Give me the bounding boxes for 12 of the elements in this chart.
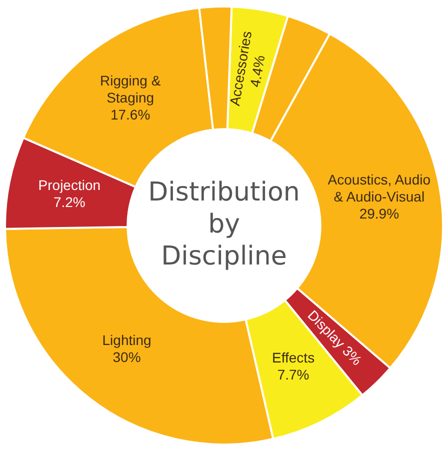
slice-label: Lighting bbox=[102, 332, 152, 348]
text: Distribution by Discipline bbox=[148, 177, 300, 272]
data-label: 4.4% bbox=[246, 54, 268, 88]
slice-label: Projection bbox=[38, 176, 101, 193]
slice-label: Rigging & Staging bbox=[100, 72, 162, 106]
data-label: 29.9% bbox=[359, 205, 400, 222]
slice-label: Acoustics, Audio & Audio-Visual bbox=[328, 171, 431, 204]
data-label: 7.7% bbox=[277, 366, 310, 382]
data-label: 30% bbox=[112, 349, 141, 365]
slice-label: Effects bbox=[272, 349, 315, 366]
data-label: 7.2% bbox=[53, 194, 86, 210]
data-label: 17.6% bbox=[110, 106, 150, 123]
